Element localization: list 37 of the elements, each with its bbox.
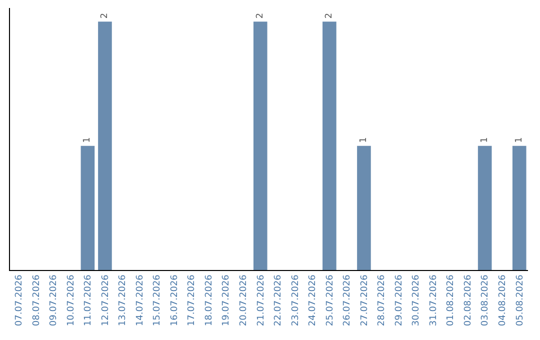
x-tick-label: 25.07.2026 (325, 274, 336, 326)
x-tick-label: 13.07.2026 (118, 274, 128, 326)
x-tick-label: 20.07.2026 (239, 274, 250, 326)
x-tick-label: 03.08.2026 (480, 274, 491, 326)
x-tick-label: 16.07.2026 (170, 274, 180, 326)
data-label: 2 (324, 12, 334, 19)
x-tick-label: 09.07.2026 (49, 274, 60, 326)
x-tick-label: 17.07.2026 (187, 274, 198, 326)
x-tick-label: 15.07.2026 (152, 274, 163, 326)
x-tick-label: 24.07.2026 (308, 274, 318, 326)
x-tick-label: 11.07.2026 (84, 274, 94, 326)
x-tick-label: 22.07.2026 (274, 274, 284, 326)
x-tick-label: 26.07.2026 (342, 274, 353, 326)
data-label: 1 (514, 137, 524, 143)
x-tick-label: 27.07.2026 (360, 274, 370, 326)
x-tick-label: 07.07.2026 (14, 274, 25, 326)
x-tick-label: 08.07.2026 (32, 274, 42, 326)
x-tick-label: 14.07.2026 (135, 274, 146, 326)
x-tick-label: 02.08.2026 (463, 274, 474, 326)
x-tick-label: 31.07.2026 (428, 274, 439, 326)
x-tick-label: 23.07.2026 (290, 274, 301, 326)
x-tick-label: 18.07.2026 (204, 274, 214, 326)
data-label: 1 (358, 137, 369, 143)
x-tick-label: 05.08.2026 (515, 274, 526, 326)
x-tick-label: 12.07.2026 (100, 274, 111, 326)
x-tick-label: 04.08.2026 (498, 274, 508, 326)
data-label: 1 (82, 137, 93, 143)
data-label: 1 (480, 137, 490, 143)
x-tick-label: 29.07.2026 (394, 274, 404, 326)
x-tick-label: 01.08.2026 (446, 274, 456, 326)
data-label: 2 (255, 12, 266, 19)
x-tick-label: 10.07.2026 (66, 274, 76, 326)
x-tick-label: 30.07.2026 (412, 274, 422, 326)
x-tick-label: 19.07.2026 (222, 274, 232, 326)
x-tick-label: 28.07.2026 (377, 274, 388, 326)
data-label: 2 (100, 12, 110, 19)
x-tick-label: 21.07.2026 (256, 274, 266, 326)
